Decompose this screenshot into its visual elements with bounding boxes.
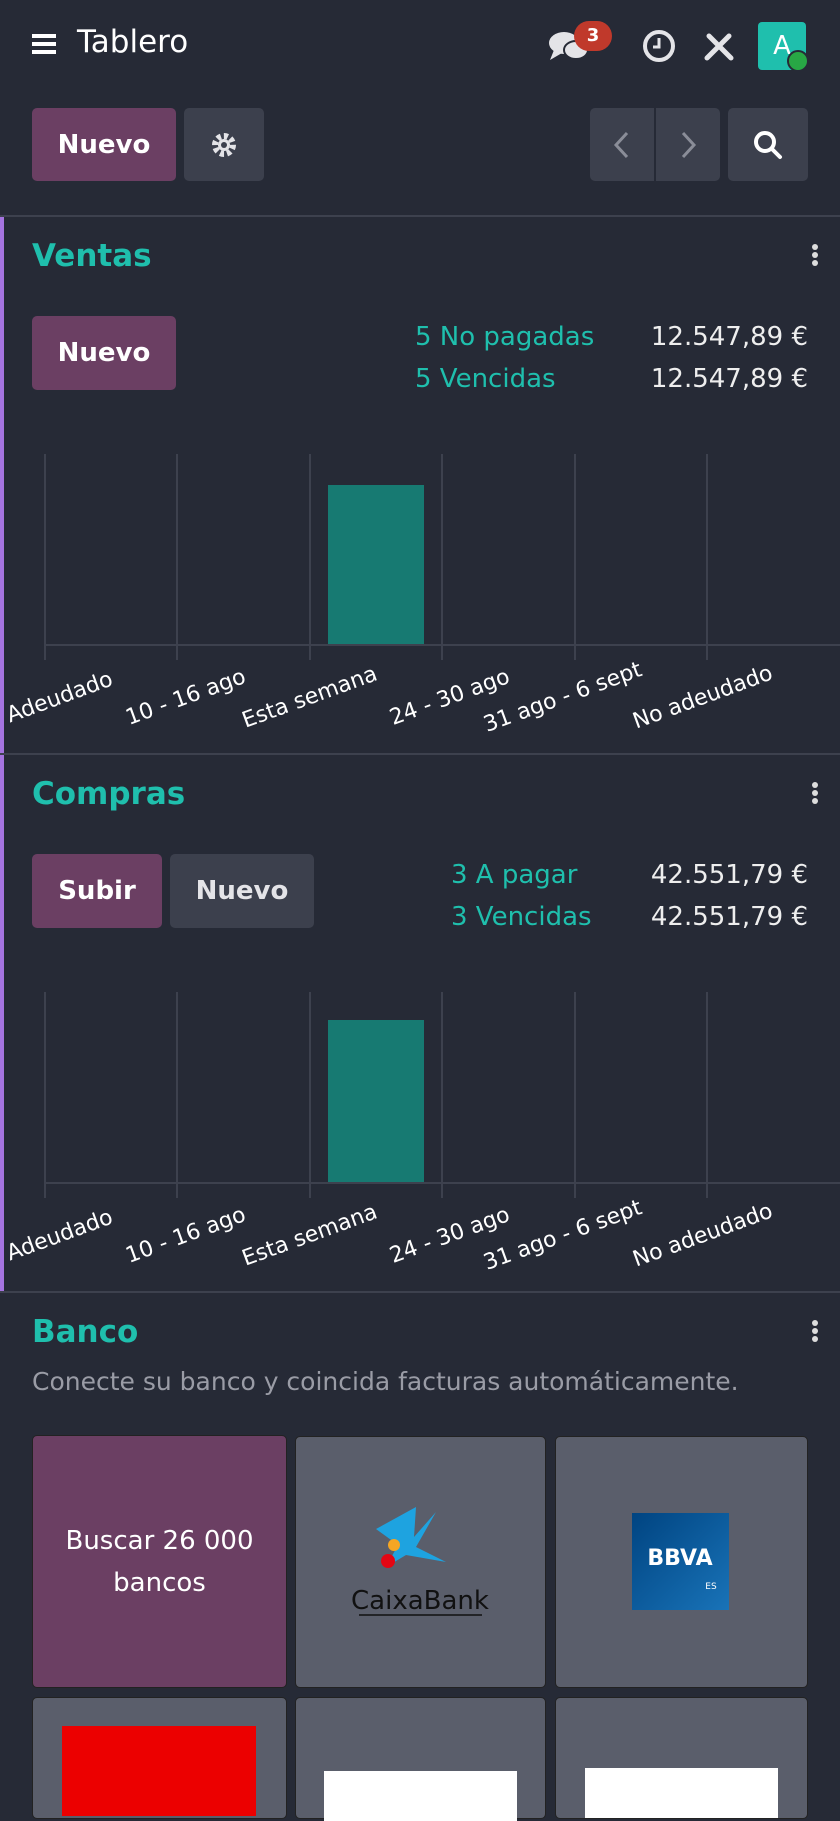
summary-amount: 12.547,89 € [650,364,808,394]
summary-amount: 42.551,79 € [650,860,808,890]
x-tick-label: No adeudado [630,1199,776,1273]
bank-logo [62,1726,256,1816]
settings-button[interactable] [184,108,264,181]
divider [0,1291,840,1293]
bank-tile[interactable] [295,1697,546,1821]
bank-tile[interactable] [555,1697,808,1819]
caixabank-logo: CaixaBank [351,1507,489,1616]
x-tick-label: Adeudado [3,667,116,728]
x-tick-label: Adeudado [3,1205,116,1266]
summary-label[interactable]: 3 A pagar [451,860,578,890]
clock-icon[interactable] [642,29,676,63]
bank-name: BBVA [647,1546,712,1571]
x-tick-label: No adeudado [630,661,776,735]
next-button[interactable] [656,108,720,181]
bar[interactable] [328,1020,424,1183]
summary-label[interactable]: 5 Vencidas [415,364,556,394]
bank-name: CaixaBank [351,1586,489,1616]
search-icon [754,130,782,159]
bbva-logo: BBVA ES [632,1513,729,1610]
bank-logo [585,1768,778,1818]
section-accent [0,755,4,1292]
summary-amount: 12.547,89 € [650,322,808,352]
kebab-menu[interactable] [808,1318,822,1346]
message-badge: 3 [574,21,612,51]
x-tick-label: Esta semana [239,1200,381,1272]
summary-label[interactable]: 3 Vencidas [451,902,592,932]
chevron-right [681,131,697,158]
chevron-left [613,131,629,158]
bank-region: ES [705,1582,717,1592]
kebab-menu[interactable] [808,780,822,808]
divider [0,753,840,755]
new-button[interactable]: Nuevo [32,316,176,390]
summary-label[interactable]: 5 No pagadas [415,322,595,352]
bank-tile[interactable] [32,1697,287,1819]
search-banks-tile[interactable]: Buscar 26 000 bancos [32,1435,287,1688]
new-button[interactable]: Nuevo [32,108,176,181]
section-subtitle: Conecte su banco y coincida facturas aut… [32,1367,739,1396]
summary-amount: 42.551,79 € [650,902,808,932]
tools-icon[interactable] [703,30,735,62]
kebab-menu[interactable] [808,242,822,270]
section-title: Compras [32,776,186,812]
section-title: Banco [32,1314,139,1350]
page-title: Tablero [77,24,189,60]
divider [0,215,840,217]
x-tick-label: Esta semana [239,662,381,734]
menu-icon[interactable] [32,32,58,56]
prev-button[interactable] [590,108,654,181]
section-accent [0,217,4,754]
bank-logo [324,1771,517,1821]
search-button[interactable] [728,108,808,181]
section-title: Ventas [32,238,152,274]
x-tick-label: 10 - 16 ago [122,1202,249,1269]
bank-tile[interactable]: BBVA ES [555,1436,808,1688]
bar[interactable] [328,485,424,645]
new-button[interactable]: Nuevo [170,854,314,928]
online-status [787,50,809,72]
upload-button[interactable]: Subir [32,854,162,928]
bank-tile[interactable]: CaixaBank [295,1436,546,1688]
gear-icon [212,132,236,157]
x-tick-label: 10 - 16 ago [122,664,249,731]
tile-text: Buscar 26 000 bancos [65,1525,254,1598]
